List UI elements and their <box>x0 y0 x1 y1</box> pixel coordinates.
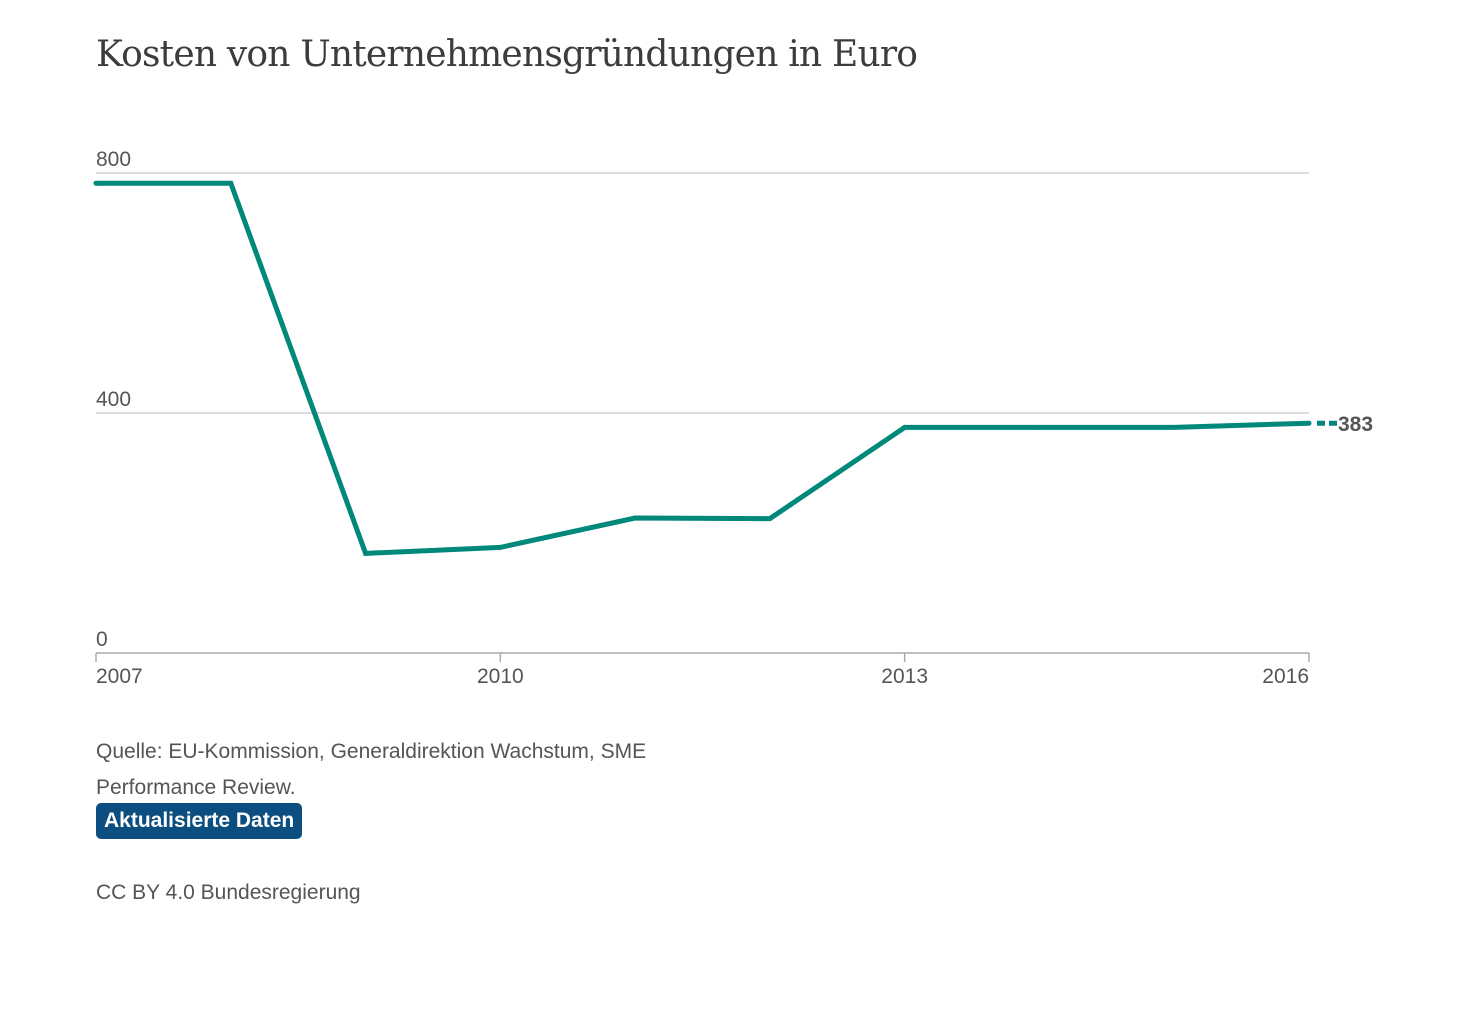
data-point <box>902 424 908 430</box>
tick-labels: 0 400 800 2007 2010 2013 2016 383 <box>96 148 1373 688</box>
updated-data-button[interactable]: Aktualisierte Daten <box>96 803 303 839</box>
data-point <box>632 515 638 521</box>
x-axis <box>95 652 1310 662</box>
x-tick-label: 2013 <box>881 665 928 688</box>
y-tick-label: 400 <box>96 388 131 411</box>
data-point <box>767 516 773 522</box>
x-tick-label: 2007 <box>96 665 143 688</box>
series-layer <box>93 180 1337 556</box>
chart-title: Kosten von Unternehmensgründungen in Eur… <box>96 34 918 75</box>
y-tick-label: 0 <box>96 628 108 651</box>
x-tick-label: 2016 <box>1262 665 1309 688</box>
line-chart: 0 400 800 2007 2010 2013 2016 383 <box>93 148 1373 688</box>
data-point <box>1171 424 1177 430</box>
license-note: CC BY 4.0 Bundesregierung <box>96 881 361 904</box>
data-point <box>1036 424 1042 430</box>
series-line <box>96 180 1310 556</box>
data-point <box>1306 420 1312 426</box>
data-point <box>93 180 99 186</box>
source-note: Quelle: EU-Kommission, Generaldirektion … <box>96 740 647 799</box>
data-point <box>363 550 369 556</box>
y-tick-label: 800 <box>96 148 131 171</box>
data-point <box>497 544 503 550</box>
gridlines <box>96 172 1309 414</box>
data-point <box>228 180 234 186</box>
end-value-label: 383 <box>1338 413 1373 436</box>
x-tick-label: 2010 <box>477 665 524 688</box>
